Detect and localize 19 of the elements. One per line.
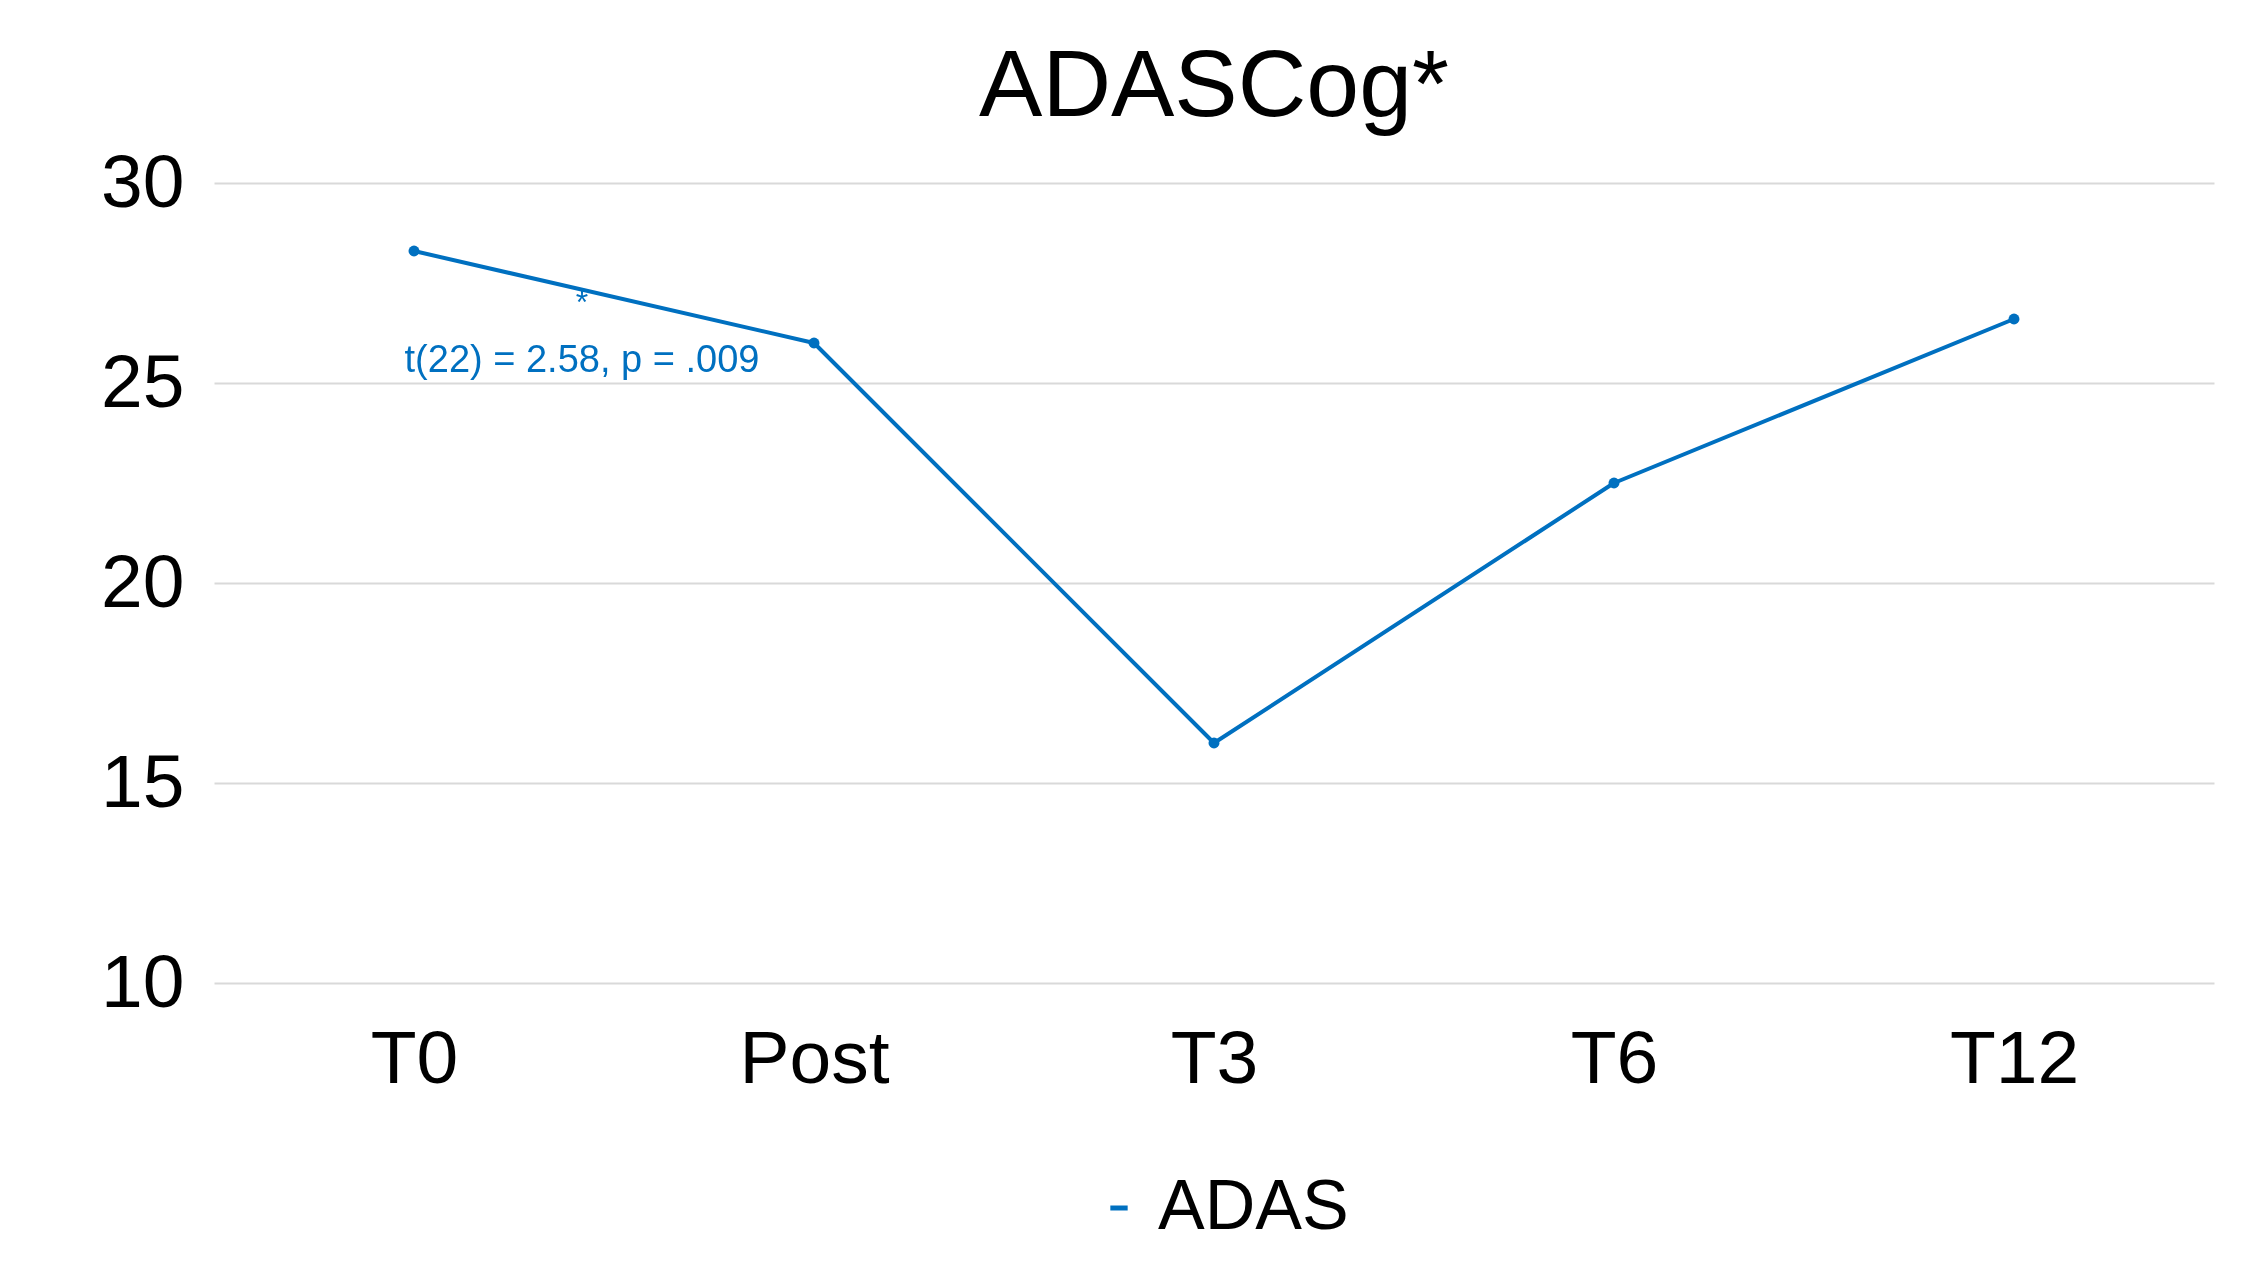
x-tick-label: T12	[1949, 1014, 2080, 1099]
legend-label: ADAS	[1158, 1166, 1349, 1244]
point	[1608, 477, 1620, 489]
point	[2008, 313, 2020, 325]
y-tick-label: 15	[101, 738, 185, 823]
y-tick-label: 20	[101, 538, 185, 623]
x-tick-label: T0	[370, 1014, 459, 1099]
annotation: *	[575, 284, 589, 320]
y-tick-label: 25	[101, 338, 185, 423]
y-tick-label: 10	[101, 938, 185, 1023]
x-tick-label: T3	[1170, 1014, 1259, 1099]
annotation: t(22) = 2.58, p = .009	[404, 338, 760, 380]
point	[808, 337, 820, 349]
point	[1208, 737, 1220, 749]
x-tick-label: T6	[1570, 1014, 1659, 1099]
x-tick-label: Post	[739, 1014, 890, 1099]
point	[408, 245, 420, 257]
chart-title: ADASCog*	[979, 30, 1449, 136]
y-tick-label: 30	[101, 138, 185, 223]
